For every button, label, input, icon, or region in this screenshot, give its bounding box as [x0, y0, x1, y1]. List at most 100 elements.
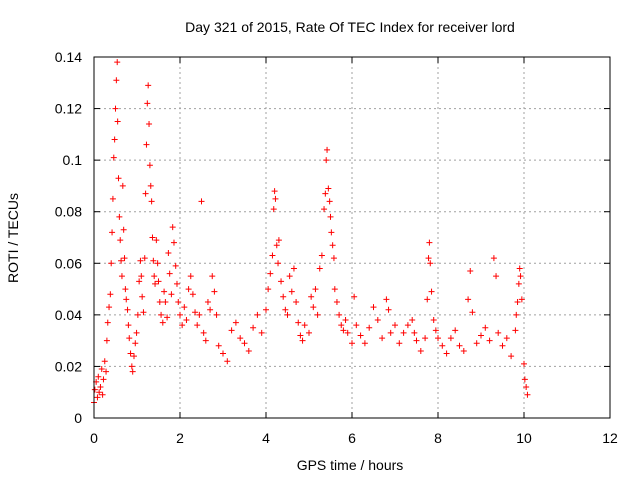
- data-point: [162, 298, 169, 305]
- data-point: [179, 322, 186, 329]
- x-axis-label: GPS time / hours: [297, 457, 404, 473]
- data-point: [495, 329, 502, 336]
- data-point: [325, 185, 332, 192]
- data-point: [447, 335, 454, 342]
- data-point: [435, 335, 441, 342]
- data-point: [189, 291, 196, 298]
- chart-title: Day 321 of 2015, Rate Of TEC Index for r…: [185, 19, 515, 35]
- data-point: [196, 311, 203, 318]
- y-tick-label: 0: [74, 410, 82, 426]
- data-point: [269, 252, 276, 259]
- data-point: [308, 293, 315, 300]
- data-point: [301, 322, 308, 329]
- data-point: [213, 311, 220, 318]
- y-tick-label: 0.1: [63, 152, 83, 168]
- data-point: [424, 296, 431, 303]
- data-point: [115, 175, 122, 182]
- data-point: [456, 342, 463, 349]
- x-tick-label: 2: [176, 430, 184, 446]
- data-point: [503, 335, 510, 342]
- data-point: [181, 304, 188, 311]
- data-point: [400, 329, 407, 336]
- data-point: [482, 324, 489, 331]
- data-point: [517, 273, 524, 280]
- data-point: [413, 337, 420, 344]
- data-point: [344, 329, 351, 336]
- data-point: [278, 278, 285, 285]
- data-point: [129, 368, 136, 375]
- data-point: [194, 322, 201, 329]
- data-point: [103, 368, 110, 375]
- data-point: [271, 188, 278, 195]
- data-point: [91, 386, 98, 393]
- x-axis-ticks: 0 2 4 6 8 10 12: [90, 57, 618, 446]
- data-point: [97, 384, 104, 391]
- data-point: [430, 317, 437, 324]
- data-point: [286, 273, 293, 280]
- data-point: [125, 322, 132, 329]
- data-point: [232, 319, 239, 326]
- data-point: [165, 249, 172, 256]
- data-point: [508, 353, 515, 360]
- data-point: [161, 288, 168, 295]
- x-tick-label: 4: [262, 430, 270, 446]
- data-point: [107, 291, 114, 298]
- data-point: [336, 311, 343, 318]
- x-tick-label: 12: [602, 430, 618, 446]
- data-point: [245, 347, 252, 354]
- data-point: [333, 298, 340, 305]
- data-point: [469, 309, 476, 316]
- data-point: [478, 332, 484, 339]
- data-point: [353, 322, 360, 329]
- data-point: [270, 206, 277, 213]
- data-point: [114, 59, 121, 66]
- data-point: [284, 311, 291, 318]
- data-point: [128, 363, 135, 370]
- data-point: [155, 278, 162, 285]
- data-point: [106, 304, 113, 311]
- data-point: [166, 270, 173, 277]
- data-point: [142, 190, 149, 197]
- data-point: [290, 265, 297, 272]
- data-point: [170, 239, 177, 246]
- data-point: [439, 342, 446, 349]
- data-point: [237, 335, 244, 342]
- data-point: [422, 335, 429, 342]
- data-point: [374, 317, 381, 324]
- data-point: [299, 337, 306, 344]
- y-tick-label: 0.02: [55, 358, 82, 374]
- data-point: [267, 270, 274, 277]
- data-point: [293, 298, 300, 305]
- data-point: [96, 389, 103, 396]
- data-point: [123, 296, 130, 303]
- data-point: [224, 358, 231, 365]
- data-point: [127, 350, 134, 357]
- data-point: [209, 273, 216, 280]
- data-point: [280, 293, 287, 300]
- data-point: [404, 322, 411, 329]
- data-point: [521, 360, 527, 367]
- data-point: [349, 340, 355, 347]
- plot-frame: [93, 56, 611, 419]
- data-point: [387, 329, 394, 336]
- data-point: [112, 105, 119, 112]
- data-points: [91, 59, 531, 406]
- data-point: [220, 350, 226, 357]
- data-point: [136, 278, 143, 285]
- y-axis-label: ROTI / TECUs: [5, 193, 21, 283]
- data-point: [110, 154, 117, 161]
- data-point: [120, 226, 127, 233]
- data-point: [254, 311, 261, 318]
- data-point: [297, 332, 304, 339]
- x-tick-label: 8: [434, 430, 442, 446]
- data-point: [379, 335, 386, 342]
- data-point: [427, 260, 434, 267]
- data-point: [361, 340, 368, 347]
- data-point: [183, 317, 190, 324]
- data-point: [524, 391, 531, 398]
- data-point: [101, 358, 108, 365]
- data-point: [493, 273, 500, 280]
- data-point: [121, 255, 128, 262]
- data-point: [328, 229, 335, 236]
